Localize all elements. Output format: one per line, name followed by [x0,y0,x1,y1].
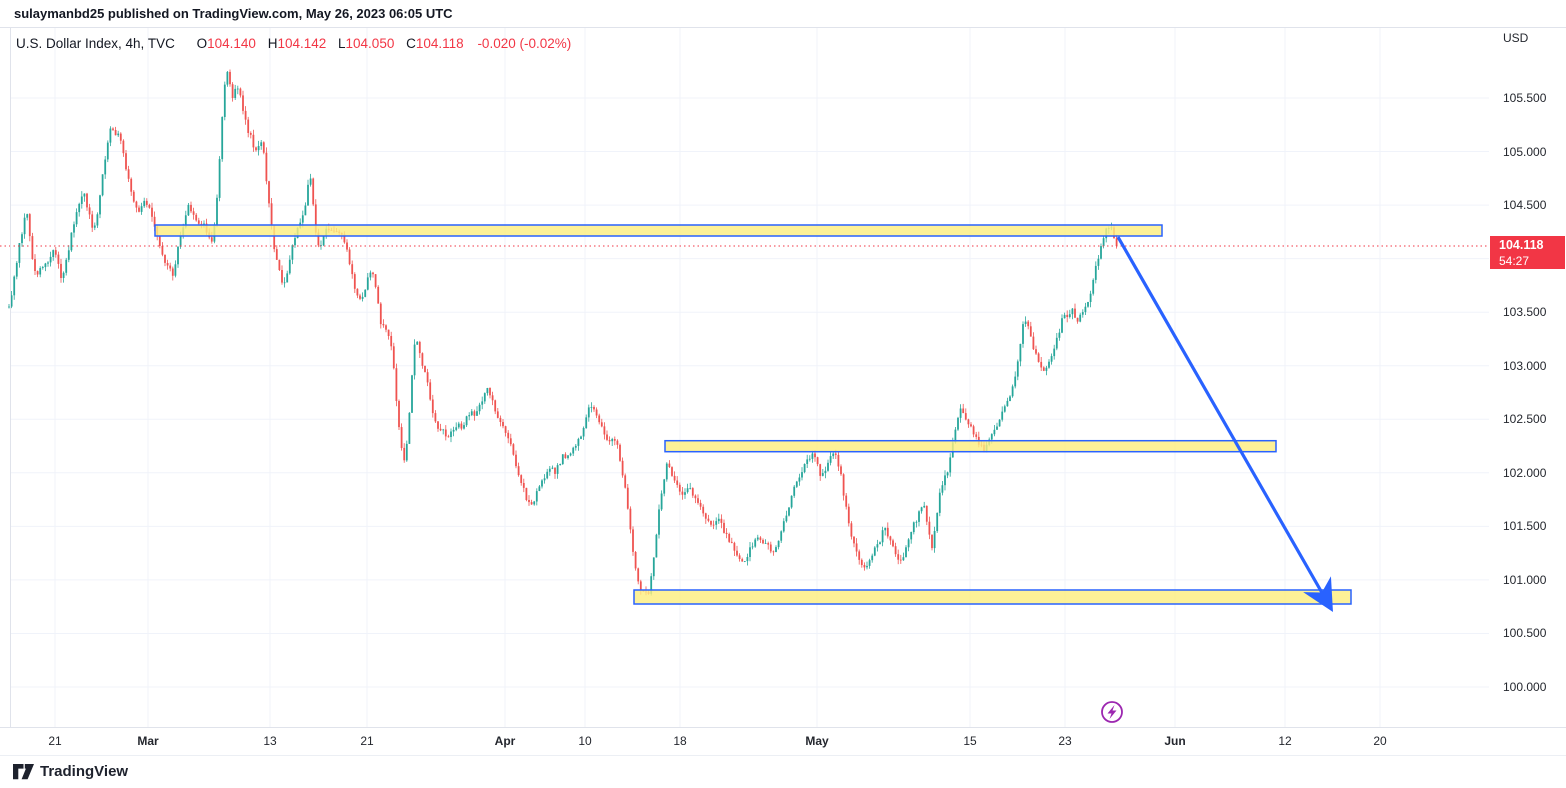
price-tick-label: 105.500 [1503,91,1547,105]
publish-header: sulaymanbd25 published on TradingView.co… [0,0,1566,28]
time-tick-label: Mar [137,734,159,748]
price-tick-label: 103.000 [1503,359,1547,373]
symbol-legend: U.S. Dollar Index, 4h, TVC O104.140 H104… [16,36,571,51]
footer-strip: TradingView [0,755,1566,788]
time-tick-label: 20 [1373,734,1387,748]
high-value: 104.142 [277,36,327,51]
tradingview-logo-icon [13,763,34,779]
currency-label: USD [1503,31,1529,45]
price-tick-label: 102.500 [1503,412,1547,426]
last-price-badge[interactable]: 104.118 54:27 [1490,236,1565,269]
tradingview-logo[interactable]: TradingView [13,763,128,780]
price-tick-label: 103.500 [1503,305,1547,319]
badge-price: 104.118 [1499,238,1544,252]
time-tick-label: 13 [263,734,277,748]
time-tick-label: 12 [1278,734,1292,748]
open-label: O [196,36,208,51]
trend-arrow-drawing[interactable] [1116,236,1333,612]
time-tick-label: 23 [1058,734,1072,748]
time-tick-label: 15 [963,734,977,748]
price-tick-label: 100.000 [1503,680,1547,694]
price-tick-label: 105.000 [1503,145,1547,159]
high-label: H [267,36,278,51]
rectangle-zone-drawing[interactable] [633,589,1352,605]
price-axis[interactable]: 105.500 105.000 104.500 103.500 103.000 102.5… [1489,28,1566,755]
time-tick-label: May [805,734,829,748]
rectangle-zone-drawing[interactable] [154,224,1163,237]
close-value: 104.118 [415,36,464,51]
price-tick-label: 101.000 [1503,573,1547,587]
publish-text: sulaymanbd25 published on TradingView.co… [14,6,453,21]
price-tick-label: 104.500 [1503,198,1547,212]
event-lightning-icon[interactable] [1101,701,1123,723]
plot-left-border [10,28,11,755]
time-tick-label: 21 [360,734,374,748]
price-tick-label: 101.500 [1503,519,1547,533]
chart-pane[interactable]: U.S. Dollar Index, 4h, TVC O104.140 H104… [0,0,1489,755]
open-value: 104.140 [207,36,256,51]
tradingview-logo-text: TradingView [40,763,129,780]
low-label: L [338,36,346,51]
low-value: 104.050 [345,36,395,51]
symbol-title: U.S. Dollar Index, 4h, TVC [16,36,175,51]
time-tick-label: 10 [578,734,592,748]
time-tick-label: 18 [673,734,687,748]
badge-countdown: 54:27 [1499,254,1530,268]
change-value: -0.020 (-0.02%) [477,36,572,51]
candlestick-series [8,69,1118,596]
price-tick-label: 100.500 [1503,626,1547,640]
time-tick-label: Jun [1164,734,1186,748]
time-axis[interactable]: 21 Mar 13 21 Apr 10 18 May 15 23 Jun 12 20 [0,727,1566,755]
price-tick-label: 102.000 [1503,466,1547,480]
time-tick-label: 21 [48,734,62,748]
close-label: C [406,36,416,51]
rectangle-zone-drawing[interactable] [664,439,1277,453]
chart-canvas[interactable] [0,0,1489,755]
time-tick-label: Apr [494,734,516,748]
